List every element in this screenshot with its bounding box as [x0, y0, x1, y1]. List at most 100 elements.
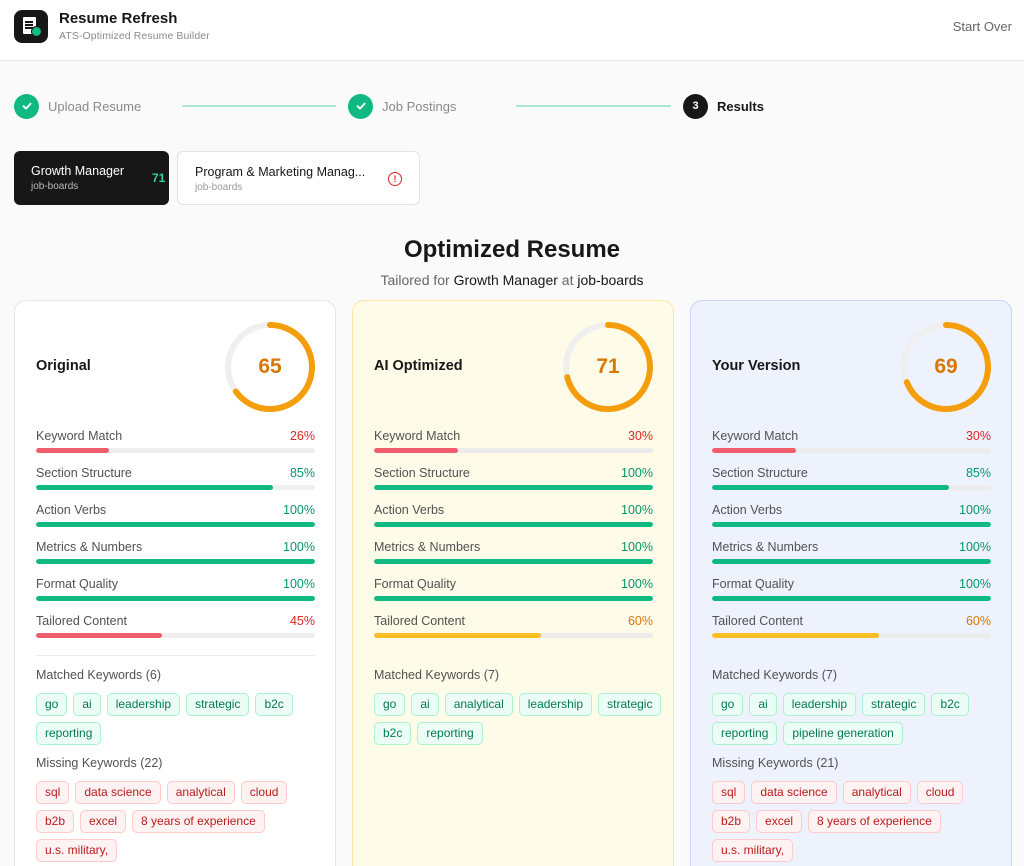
- missing-keywords-list: sql data science analytical cloud b2b excel 8 …: [36, 781, 326, 862]
- keyword-chip-missing[interactable]: cloud: [916, 781, 964, 804]
- keyword-chip-missing[interactable]: excel: [80, 810, 127, 833]
- metric-progress-fill: [712, 448, 796, 453]
- job-tab-score: 71: [152, 171, 166, 185]
- keyword-chip-matched[interactable]: analytical: [444, 693, 513, 716]
- metric-value: 100%: [621, 540, 653, 554]
- keyword-chip-matched[interactable]: b2c: [255, 693, 293, 716]
- metric-label: Action Verbs: [712, 503, 783, 517]
- keyword-chip-matched[interactable]: b2c: [931, 693, 969, 716]
- metric-progress-bar: [36, 559, 315, 564]
- keyword-chip-missing[interactable]: u.s. military,: [712, 839, 794, 862]
- metric-label: Keyword Match: [374, 429, 461, 443]
- metric-value: 100%: [283, 503, 315, 517]
- metric-progress-bar: [36, 596, 315, 601]
- step-job-postings[interactable]: Job Postings: [348, 93, 457, 119]
- matched-keywords-list: go ai leadership strategic b2c reporting pipel…: [712, 693, 1002, 745]
- keyword-chip-matched[interactable]: reporting: [712, 722, 778, 745]
- metric-label: Metrics & Numbers: [374, 540, 481, 554]
- keyword-chip-matched[interactable]: reporting: [36, 722, 102, 745]
- keyword-chip-missing[interactable]: sql: [712, 781, 746, 804]
- metric-progress-fill: [36, 559, 315, 564]
- keyword-chip-missing[interactable]: analytical: [166, 781, 235, 804]
- keyword-chip-matched[interactable]: b2c: [374, 722, 412, 745]
- metric-progress-fill: [712, 633, 880, 638]
- score-value: 69: [934, 355, 958, 378]
- keyword-chip-matched[interactable]: go: [36, 693, 68, 716]
- keyword-chip-matched[interactable]: ai: [411, 693, 439, 716]
- job-tab-title: Growth Manager: [31, 164, 125, 178]
- check-icon: [14, 93, 39, 119]
- metric-label: Keyword Match: [712, 429, 799, 443]
- keyword-chip-missing[interactable]: b2b: [712, 810, 751, 833]
- resume-card-ai-optimized[interactable]: AI Optimized 71 Keyword Match 30% Sectio…: [352, 300, 674, 866]
- job-tab-program-marketing-manager[interactable]: Program & Marketing Manag... job-boards …: [177, 151, 420, 205]
- keyword-chip-matched[interactable]: leadership: [518, 693, 593, 716]
- keyword-chip-missing[interactable]: b2b: [36, 810, 75, 833]
- app-title: Resume Refresh: [59, 10, 178, 27]
- score-value: 65: [258, 355, 282, 378]
- metric-progress-fill: [374, 559, 653, 564]
- keyword-chip-matched[interactable]: ai: [73, 693, 101, 716]
- app-subtitle: ATS-Optimized Resume Builder: [59, 30, 210, 42]
- keyword-chip-missing[interactable]: data science: [751, 781, 837, 804]
- keyword-chip-matched[interactable]: leadership: [106, 693, 181, 716]
- metric-row: Section Structure 100%: [374, 466, 653, 496]
- metric-row: Action Verbs 100%: [712, 503, 991, 533]
- check-icon: [348, 93, 373, 119]
- metric-label: Section Structure: [712, 466, 808, 480]
- keyword-chip-missing[interactable]: u.s. military,: [36, 839, 118, 862]
- target-role: Growth Manager: [453, 272, 558, 288]
- keyword-chip-matched[interactable]: strategic: [598, 693, 662, 716]
- keyword-chip-matched[interactable]: reporting: [417, 722, 483, 745]
- card-title: Original: [36, 358, 91, 374]
- metric-value: 85%: [965, 466, 991, 480]
- keyword-chip-missing[interactable]: cloud: [240, 781, 288, 804]
- keyword-chip-matched[interactable]: leadership: [782, 693, 857, 716]
- keyword-chip-missing[interactable]: 8 years of experience: [808, 810, 941, 833]
- metric-value: 100%: [959, 577, 991, 591]
- keyword-chip-matched[interactable]: go: [374, 693, 406, 716]
- step-label: Job Postings: [382, 98, 457, 114]
- metric-value: 30%: [627, 429, 653, 443]
- resume-card-your-version[interactable]: Your Version 69 Keyword Match 30% Sectio…: [690, 300, 1012, 866]
- keyword-chip-matched[interactable]: strategic: [186, 693, 250, 716]
- job-tab-title: Program & Marketing Manag...: [195, 165, 366, 179]
- metric-label: Action Verbs: [36, 503, 107, 517]
- target-company: job-boards: [577, 272, 644, 288]
- metric-progress-fill: [712, 596, 991, 601]
- metric-label: Action Verbs: [374, 503, 445, 517]
- metric-row: Keyword Match 30%: [374, 429, 653, 459]
- job-tab-growth-manager[interactable]: Growth Manager job-boards 71: [14, 151, 169, 205]
- metric-row: Action Verbs 100%: [374, 503, 653, 533]
- resume-card-original[interactable]: Original 65 Keyword Match 26% Section St…: [14, 300, 336, 866]
- keyword-chip-missing[interactable]: analytical: [842, 781, 911, 804]
- keyword-chip-missing[interactable]: data science: [75, 781, 161, 804]
- metric-progress-bar: [712, 633, 991, 638]
- start-over-button[interactable]: Start Over: [952, 19, 1012, 34]
- metric-value: 100%: [959, 503, 991, 517]
- keyword-chip-matched[interactable]: pipeline generation: [783, 722, 903, 745]
- score-ring: [225, 322, 315, 412]
- metric-label: Metrics & Numbers: [36, 540, 143, 554]
- metric-progress-bar: [712, 596, 991, 601]
- metric-progress-bar: [36, 633, 315, 638]
- missing-keywords-heading: Missing Keywords (21): [712, 756, 839, 770]
- step-results[interactable]: 3 Results: [683, 93, 764, 119]
- metric-row: Action Verbs 100%: [36, 503, 315, 533]
- metric-progress-fill: [36, 522, 315, 527]
- metric-value: 100%: [283, 577, 315, 591]
- metric-progress-bar: [36, 485, 315, 490]
- metric-value: 100%: [621, 503, 653, 517]
- metric-label: Format Quality: [36, 577, 118, 591]
- metric-row: Tailored Content 60%: [374, 614, 653, 644]
- metric-row: Metrics & Numbers 100%: [36, 540, 315, 570]
- page-subtitle: Tailored for Growth Manager at job-board…: [380, 272, 644, 288]
- keyword-chip-missing[interactable]: sql: [36, 781, 70, 804]
- keyword-chip-matched[interactable]: go: [712, 693, 744, 716]
- keyword-chip-missing[interactable]: excel: [756, 810, 803, 833]
- step-upload-resume[interactable]: Upload Resume: [14, 93, 141, 119]
- metric-progress-bar: [36, 448, 315, 453]
- keyword-chip-missing[interactable]: 8 years of experience: [132, 810, 265, 833]
- keyword-chip-matched[interactable]: strategic: [862, 693, 926, 716]
- keyword-chip-matched[interactable]: ai: [749, 693, 777, 716]
